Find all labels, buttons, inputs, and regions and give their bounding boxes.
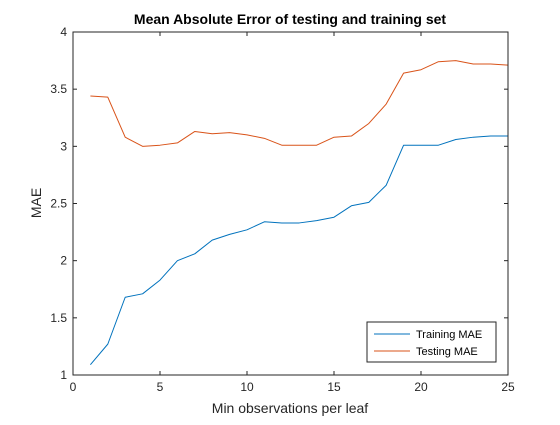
series-lines (90, 60, 509, 366)
y-axis-title: MAE (28, 188, 44, 218)
series-line-testing-mae (90, 60, 509, 147)
legend-label-testing: Testing MAE (416, 346, 478, 358)
y-axis-tick-labels: 1 1.5 2 2.5 3 3.5 4 (50, 25, 67, 382)
y-tick-label: 3 (60, 139, 67, 153)
y-tick-label: 3.5 (50, 82, 67, 96)
y-tick-label: 2.5 (50, 197, 67, 211)
legend-box (366, 321, 497, 363)
y-tick-label: 4 (60, 25, 67, 39)
series-line-training-mae (90, 135, 508, 366)
legend: Training MAE Testing MAE (366, 321, 497, 363)
plot-frame (72, 31, 509, 376)
y-tick-label: 2 (60, 254, 67, 268)
x-tick-label: 5 (157, 380, 164, 394)
y-tick-label: 1 (60, 368, 67, 382)
x-tick-label: 10 (240, 380, 254, 394)
x-tick-label: 0 (70, 380, 77, 394)
legend-label-training: Training MAE (416, 329, 482, 341)
x-tick-label: 15 (327, 380, 341, 394)
y-tick-label: 1.5 (50, 311, 67, 325)
x-axis-title: Min observations per leaf (212, 400, 369, 416)
x-tick-label: 25 (501, 380, 515, 394)
plot-area (73, 32, 508, 375)
x-tick-label: 20 (414, 380, 428, 394)
chart-title: Mean Absolute Error of testing and train… (134, 11, 447, 27)
x-axis-tick-labels: 0 5 10 15 20 25 (70, 380, 515, 394)
